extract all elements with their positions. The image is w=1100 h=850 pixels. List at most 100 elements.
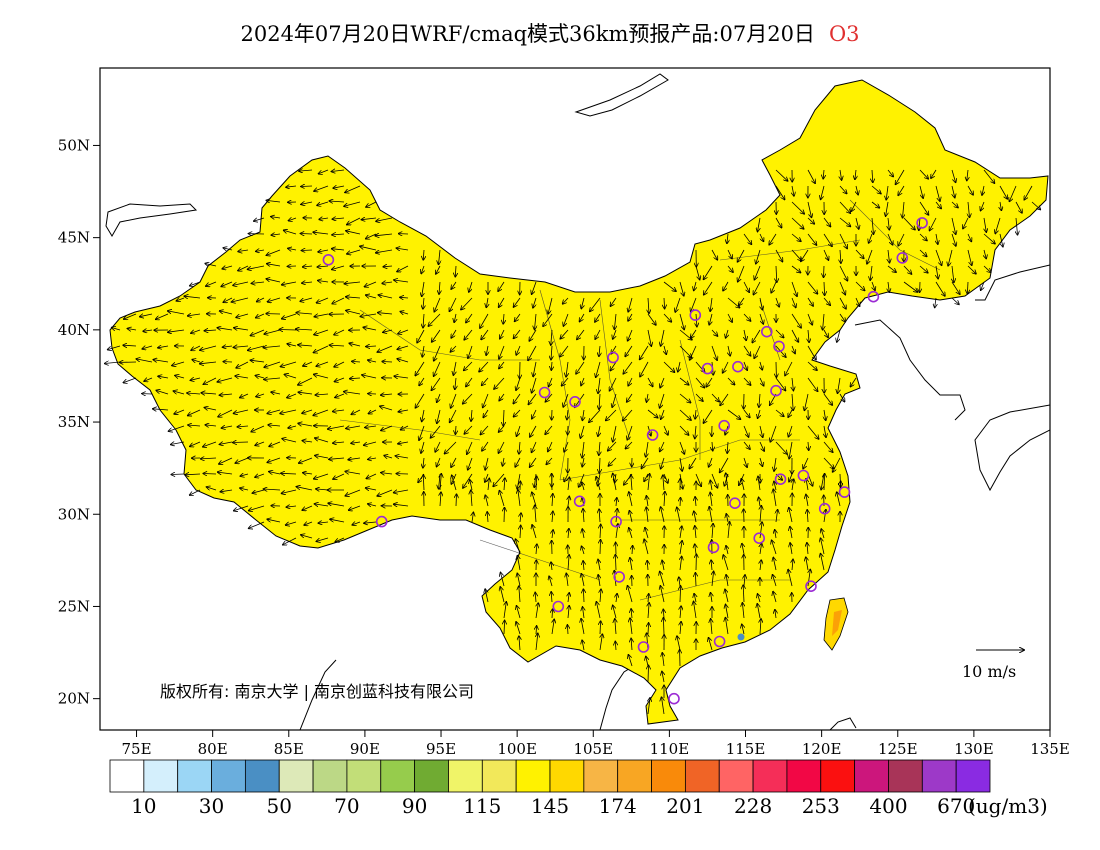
colorbar-swatch <box>718 759 754 793</box>
wind-arrow <box>595 329 601 339</box>
wind-arrow <box>903 265 912 274</box>
wind-arrow <box>995 217 1001 234</box>
wind-arrow <box>481 329 489 340</box>
wind-arrow <box>350 378 361 379</box>
wind-arrow <box>855 297 860 306</box>
wind-arrow <box>754 345 761 358</box>
wind-arrow <box>598 377 600 393</box>
lon-tick-label: 80E <box>198 740 228 758</box>
wind-arrow <box>776 297 779 307</box>
wind-arrow <box>532 409 537 419</box>
wind-arrow <box>267 264 281 266</box>
wind-arrow <box>807 297 813 306</box>
wind-arrow <box>314 374 329 379</box>
wind-arrow <box>486 345 488 355</box>
station-marker <box>818 502 831 515</box>
wind-arrow <box>596 361 601 377</box>
wind-arrow <box>381 425 393 431</box>
colorbar-label: 253 <box>802 794 840 818</box>
wind-arrow <box>775 185 785 200</box>
wind-arrow <box>335 377 345 382</box>
wind-arrow <box>919 233 927 241</box>
wind-arrow <box>303 473 313 474</box>
wind-arrow <box>516 377 521 390</box>
wind-arrow <box>753 281 761 295</box>
wind-arrow <box>598 425 600 436</box>
station-marker <box>797 469 810 482</box>
wind-arrow <box>951 201 958 208</box>
colorbar-label: 201 <box>666 794 704 818</box>
wind-arrow <box>823 217 831 227</box>
wind-arrow <box>431 377 441 390</box>
wind-arrow <box>563 393 569 407</box>
wind-arrow <box>616 498 617 507</box>
wind-arrow <box>503 313 504 324</box>
wind-arrow <box>394 280 409 282</box>
coastlines <box>105 73 1050 730</box>
wind-arrow <box>824 474 825 491</box>
wind-arrow <box>360 246 377 251</box>
wind-arrow <box>250 360 265 362</box>
wind-arrow <box>769 233 777 245</box>
wind-arrow <box>678 361 680 372</box>
wind-arrow <box>191 345 201 350</box>
wind-arrow <box>348 458 361 460</box>
wind-arrow <box>368 458 377 459</box>
wind-arrow <box>791 281 797 296</box>
wind-arrow <box>251 329 265 336</box>
wind-arrow <box>760 522 762 539</box>
wind-arrow <box>360 314 377 317</box>
wind-arrow <box>839 313 845 322</box>
wind-arrow <box>205 264 217 267</box>
lon-tick-label: 125E <box>878 740 918 758</box>
wind-arrow <box>282 281 297 285</box>
wind-arrow <box>440 492 441 507</box>
wind-arrow <box>727 297 740 308</box>
wind-arrow <box>352 522 361 525</box>
wind-arrow <box>318 250 329 252</box>
wind-arrow <box>788 425 793 437</box>
wind-arrow <box>789 473 792 482</box>
wind-arrow <box>711 560 712 571</box>
wind-arrow <box>775 169 788 181</box>
wind-arrow <box>499 425 505 432</box>
wind-arrow <box>600 540 601 555</box>
wind-arrow <box>363 327 377 330</box>
wind-arrow <box>582 441 584 458</box>
wind-arrow <box>640 345 649 360</box>
wind-arrow <box>217 328 233 330</box>
wind-arrow <box>646 441 648 457</box>
wind-arrow <box>188 409 201 416</box>
wind-arrow <box>824 281 825 295</box>
wind-arrow <box>288 426 297 428</box>
wind-arrow <box>445 441 457 454</box>
wind-arrow <box>760 425 763 437</box>
wind-arrow <box>744 457 747 467</box>
wind-arrow <box>775 530 776 539</box>
colorbar-swatch <box>278 759 314 793</box>
wind-arrow <box>806 495 808 507</box>
wind-arrow <box>583 607 585 619</box>
wind-arrow <box>562 377 569 386</box>
wind-arrow <box>680 498 681 507</box>
wind-arrow <box>298 423 313 426</box>
wind-arrow <box>711 593 713 603</box>
wind-arrow <box>566 573 568 587</box>
colorbar-label: 10 <box>131 794 156 818</box>
wind-arrow <box>695 473 701 486</box>
wind-arrow <box>330 519 345 523</box>
wind-arrow <box>263 346 281 348</box>
wind-arrow <box>485 473 488 482</box>
wind-arrow <box>600 525 601 539</box>
wind-arrow <box>499 345 505 359</box>
wind-arrow <box>351 409 361 414</box>
wind-arrow <box>383 266 393 267</box>
wind-arrow <box>248 265 265 269</box>
wind-arrow <box>758 409 760 418</box>
wind-arrow <box>709 457 713 467</box>
wind-arrow <box>271 392 281 394</box>
wind-arrow <box>773 575 777 587</box>
wind-arrow <box>401 425 409 430</box>
wind-arrow <box>648 698 650 715</box>
latitude-axis: 20N 25N 30N 35N 40N 45N 50N <box>58 136 100 708</box>
